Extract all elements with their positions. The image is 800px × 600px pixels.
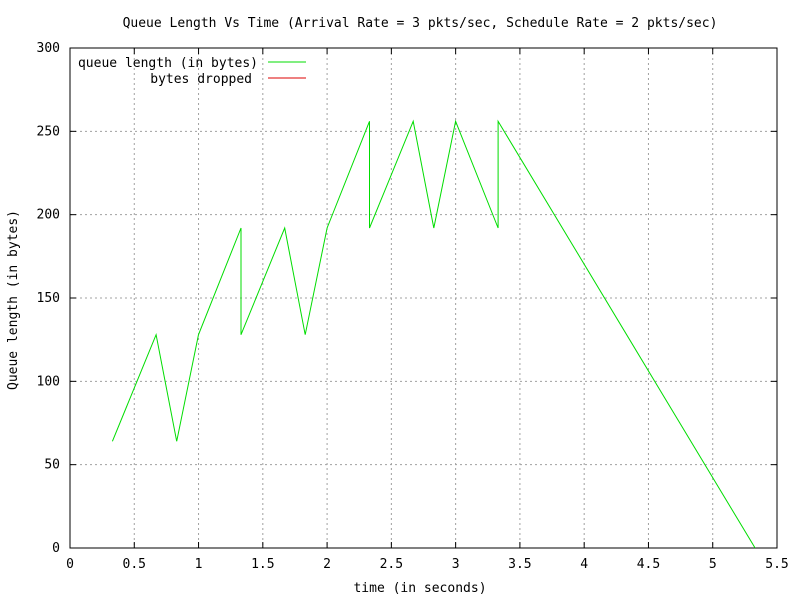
x-tick-label: 1 xyxy=(195,557,203,572)
x-tick-label: 0 xyxy=(66,557,74,572)
y-tick-label: 50 xyxy=(44,458,60,473)
y-axis: 0 50 100 150 200 250 300 xyxy=(37,41,777,556)
x-tick-label: 0.5 xyxy=(123,557,146,572)
series-lines xyxy=(111,119,756,549)
chart-title: Queue Length Vs Time (Arrival Rate = 3 p… xyxy=(123,16,718,31)
x-tick-label: 4 xyxy=(580,557,588,572)
x-tick-label: 2.5 xyxy=(380,557,403,572)
legend: queue length (in bytes) bytes dropped xyxy=(78,56,306,87)
y-axis-label: Queue length (in bytes) xyxy=(6,210,21,390)
grid-lines xyxy=(70,48,777,548)
y-tick-label: 0 xyxy=(52,541,60,556)
x-tick-label: 5.5 xyxy=(765,557,788,572)
x-tick-label: 3.5 xyxy=(508,557,531,572)
y-tick-label: 100 xyxy=(37,374,60,389)
x-tick-label: 2 xyxy=(323,557,331,572)
y-tick-label: 200 xyxy=(37,208,60,223)
x-tick-label: 1.5 xyxy=(251,557,274,572)
legend-label-queue-length: queue length (in bytes) xyxy=(78,56,258,71)
x-tick-label: 3 xyxy=(452,557,460,572)
series-line-0 xyxy=(111,119,756,549)
x-tick-label: 5 xyxy=(709,557,717,572)
y-tick-label: 150 xyxy=(37,291,60,306)
x-tick-label: 4.5 xyxy=(637,557,660,572)
y-tick-label: 300 xyxy=(37,41,60,56)
legend-label-bytes-dropped: bytes dropped xyxy=(150,72,252,87)
y-tick-label: 250 xyxy=(37,124,60,139)
x-axis: 0 0.5 1 1.5 2 2.5 3 3.5 4 4.5 5 5.5 xyxy=(66,48,789,572)
x-axis-label: time (in seconds) xyxy=(353,581,486,596)
